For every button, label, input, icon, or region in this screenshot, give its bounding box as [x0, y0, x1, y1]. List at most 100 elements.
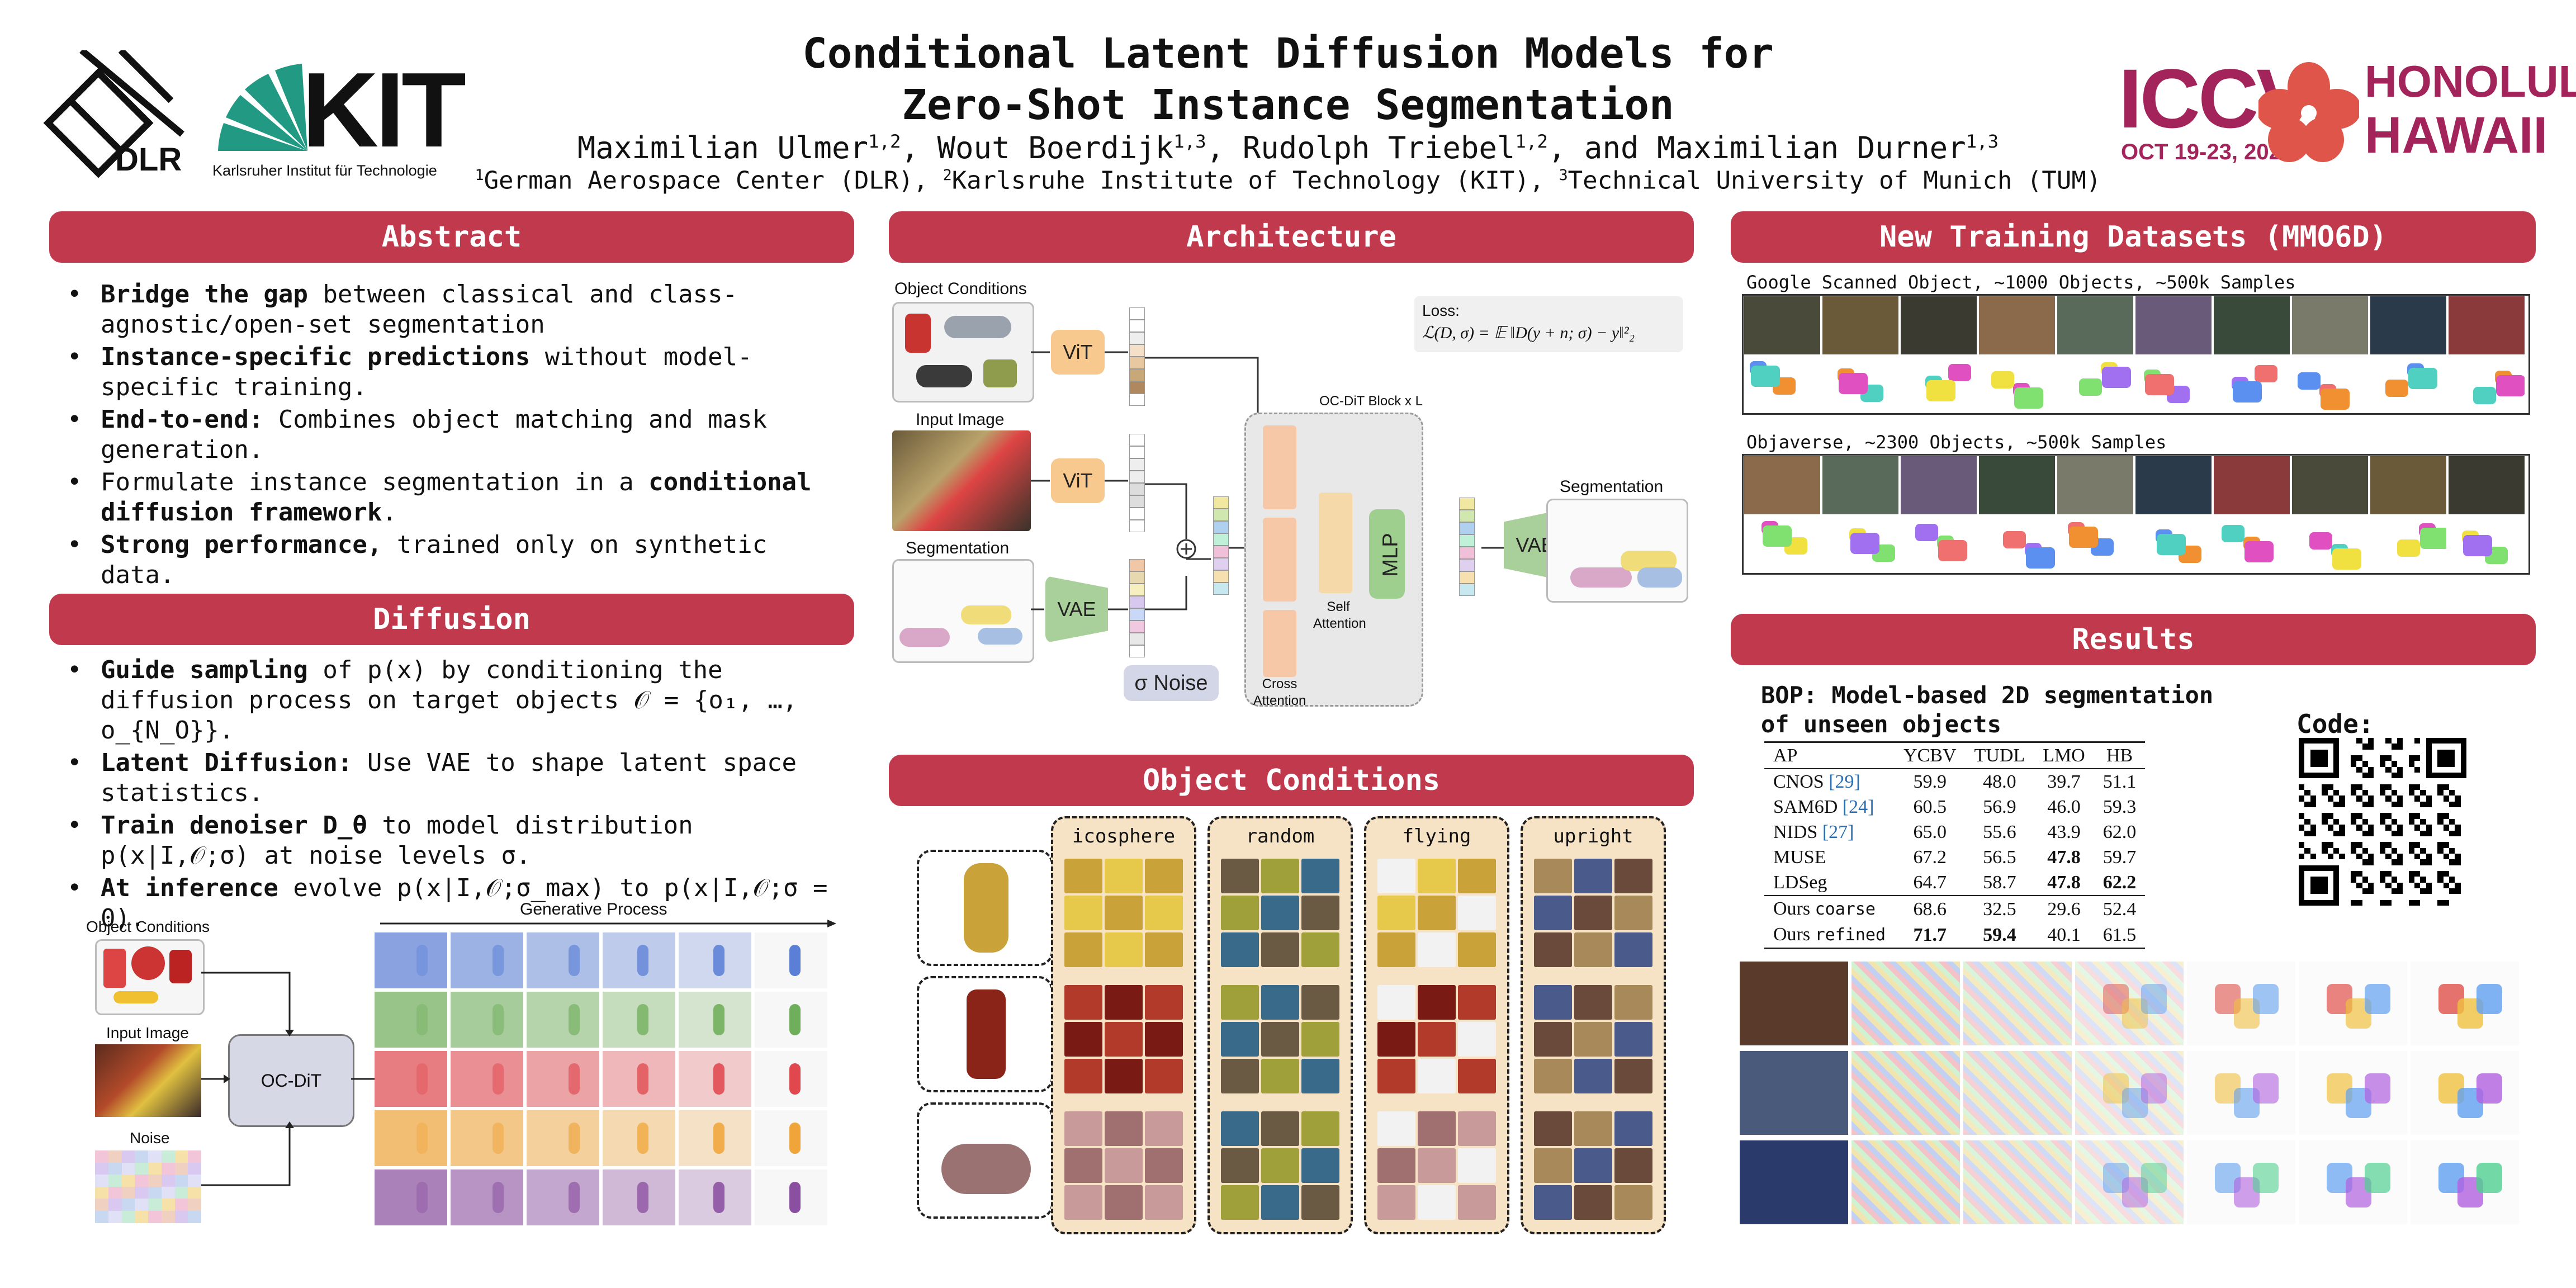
process-mask: [569, 1182, 580, 1213]
arch-loss-label: Loss:: [1422, 302, 1460, 319]
oc-sample: [1064, 896, 1102, 930]
oc-sample: [1418, 1148, 1456, 1183]
qr-module: [2414, 825, 2421, 831]
token: [1129, 571, 1145, 584]
object-conditions-figure: icosphere random flying upright: [917, 816, 1671, 1234]
iccv-logo: ICCV OCT 19-23, 2025 HONOLULU HAWAII: [2119, 51, 2576, 168]
process-cell: [451, 1110, 523, 1166]
token: [1129, 621, 1145, 633]
segment-blob: [1991, 371, 2014, 389]
qr-module: [2304, 790, 2310, 796]
qr-module: [2310, 825, 2317, 831]
datasets-heading: New Training Datasets (MMO6D): [1731, 211, 2536, 263]
process-noise: [375, 1051, 447, 1107]
qr-module: [2437, 870, 2444, 877]
method-citation[interactable]: [24]: [1842, 797, 1874, 817]
qualitative-mask: [2253, 984, 2279, 1014]
segment-blob: [2385, 380, 2408, 397]
noise-cell: [121, 1199, 135, 1211]
dataset-image: [1979, 296, 2055, 354]
dataset-segmentation: [2292, 356, 2368, 411]
oc-sample: [1418, 1059, 1456, 1093]
process-mask: [493, 1182, 504, 1213]
qr-module: [2414, 853, 2421, 860]
oc-sample: [1614, 1022, 1652, 1057]
results-value-cell: 56.9: [1983, 797, 2016, 817]
qr-code[interactable]: [2299, 738, 2466, 906]
method-citation[interactable]: [27]: [1822, 822, 1854, 842]
qr-module: [2420, 818, 2426, 825]
results-ours-row: Ours refined 71.7 59.4 40.1 61.5: [1764, 922, 2145, 948]
process-cell: [679, 992, 751, 1048]
qr-module: [2385, 738, 2392, 744]
oc-sample: [1574, 1111, 1612, 1146]
qualitative-noise: [1963, 1140, 2072, 1224]
process-mask: [713, 1004, 725, 1035]
process-cell: [755, 1169, 827, 1225]
qr-module: [2426, 888, 2432, 894]
qr-module: [2414, 899, 2421, 906]
bullet-bold: Latent Diffusion:: [101, 749, 353, 777]
process-cell: [603, 1169, 675, 1225]
qr-module: [2368, 825, 2374, 831]
dataset-image: [2449, 456, 2525, 514]
dataset-segmentation: [2135, 356, 2212, 411]
oc-sample: [1377, 1022, 1415, 1057]
dataset-image: [2057, 456, 2133, 514]
bullet-bold: At inference: [101, 874, 278, 902]
qualitative-noise: [1852, 1051, 1960, 1135]
segment-blob: [2463, 535, 2492, 556]
affiliation-mark: 1: [475, 167, 484, 184]
qr-module: [2449, 888, 2455, 894]
objaverse-grid: [1742, 454, 2530, 575]
oc-sample: [1458, 1022, 1496, 1057]
qr-module: [2327, 795, 2334, 802]
process-mask: [493, 945, 504, 976]
qr-module: [2379, 761, 2386, 767]
dataset-segmentation: [2214, 356, 2290, 411]
token: [1213, 496, 1229, 509]
qr-module: [2397, 859, 2403, 865]
qr-module: [2397, 766, 2403, 773]
qr-module: [2310, 801, 2317, 808]
qr-module: [2426, 853, 2432, 860]
oc-sample: [1145, 896, 1183, 930]
qualitative-cell: [2075, 962, 2184, 1045]
oc-sample: [1534, 985, 1572, 1020]
qr-module: [2379, 784, 2386, 790]
qr-module: [2420, 888, 2426, 894]
qr-module: [2327, 784, 2334, 790]
qr-module: [2414, 870, 2421, 877]
results-value-cell: 56.5: [1983, 847, 2016, 868]
results-method-cell: LDSeg: [1764, 870, 1895, 896]
process-noise: [527, 992, 599, 1048]
bullet-bold: Instance-specific predictions: [101, 343, 531, 371]
qualitative-cell: [1740, 1140, 1848, 1224]
results-table-title-2: of unseen objects: [1761, 711, 2001, 738]
qr-module: [2397, 773, 2403, 779]
architecture-figure: Object Conditions Input Image Segmentati…: [889, 274, 1694, 716]
qualitative-mask: [2253, 1073, 2279, 1104]
qr-module: [2397, 738, 2403, 744]
oc-sample: [1614, 985, 1652, 1020]
qr-module: [2437, 818, 2444, 825]
token: [1129, 369, 1145, 381]
oc-sample: [1377, 1111, 1415, 1146]
process-mask: [789, 1182, 801, 1213]
results-ours-row: Ours coarse 68.6 32.5 29.6 52.4: [1764, 896, 2146, 922]
qr-module: [2304, 830, 2310, 836]
qr-module: [2455, 825, 2461, 831]
qr-module: [2437, 899, 2444, 906]
qr-module: [2443, 784, 2449, 790]
dataset-segmentation: [2370, 515, 2446, 571]
qr-module: [2385, 842, 2392, 848]
process-noise: [527, 1169, 599, 1225]
qr-module: [2368, 882, 2374, 888]
token: [1129, 471, 1145, 483]
process-noise: [451, 1110, 523, 1166]
oc-sample: [1064, 1111, 1102, 1146]
results-value-cell: 43.9: [2047, 822, 2081, 842]
iccv-date: OCT 19-23, 2025: [2121, 140, 2294, 164]
method-name: NIDS: [1773, 822, 1818, 842]
method-citation[interactable]: [29]: [1829, 771, 1860, 792]
